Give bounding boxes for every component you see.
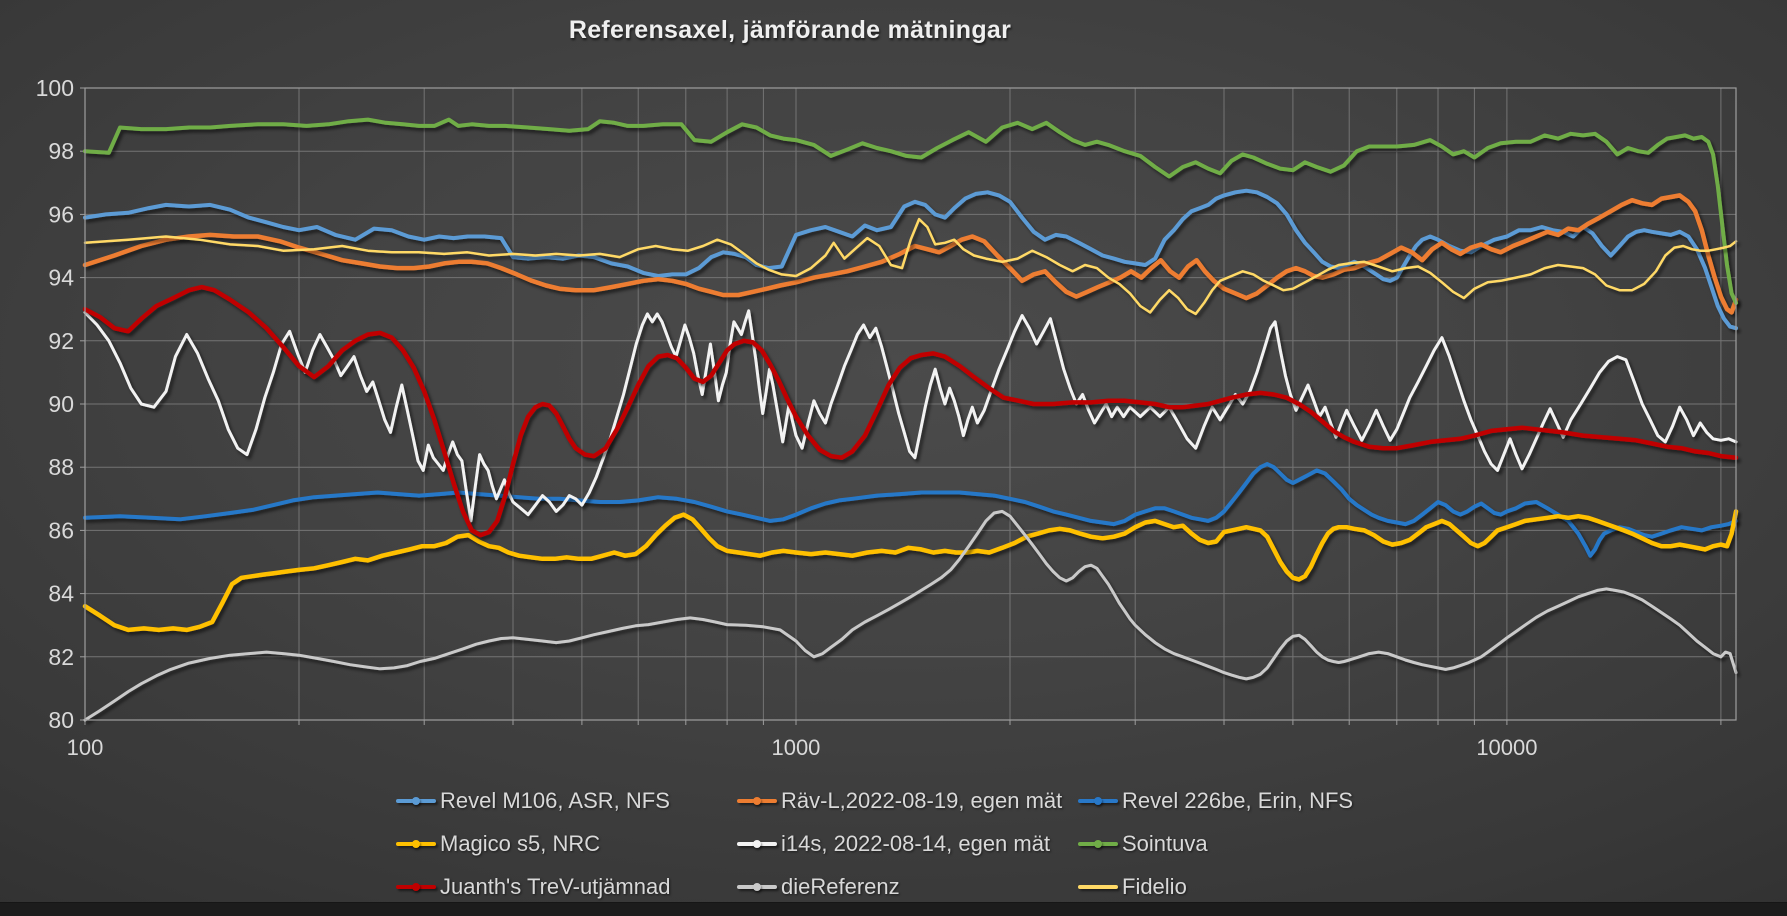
y-axis-label: 88 — [48, 454, 74, 480]
legend-marker-icon — [1078, 874, 1118, 900]
x-axis-label: 1000 — [771, 735, 820, 760]
legend-label: Juanth's TreV-utjämnad — [440, 874, 671, 899]
chart-title: Referensaxel, jämförande mätningar — [568, 16, 1012, 44]
legend-item-revel-m106-asr-nfs[interactable]: Revel M106, ASR, NFS — [396, 788, 670, 814]
series-line-revel-m106-asr-nfs[interactable] — [83, 188, 1738, 331]
legend-marker-icon — [1078, 788, 1118, 814]
legend-marker-icon — [396, 874, 436, 900]
y-axis-label: 96 — [48, 201, 74, 227]
x-axis-label: 10000 — [1476, 735, 1537, 760]
legend-marker-icon — [737, 831, 777, 857]
plot-area-border — [84, 87, 1737, 721]
y-axis-label: 92 — [48, 328, 74, 354]
legend-item-r-v-l-2022-08-19-egen-m-t[interactable]: Räv-L,2022-08-19, egen mät — [737, 788, 1062, 814]
legend-marker-icon — [1078, 831, 1118, 857]
series-line-sointuva[interactable] — [83, 117, 1738, 305]
y-axis-label: 80 — [48, 707, 74, 733]
legend-label: Räv-L,2022-08-19, egen mät — [781, 788, 1063, 813]
legend-label: i14s, 2022-08-14, egen mät — [781, 831, 1051, 856]
legend-item-i14s-2022-08-14-egen-m-t[interactable]: i14s, 2022-08-14, egen mät — [737, 831, 1050, 857]
legend-marker-icon — [396, 831, 436, 857]
series-line-diereferenz[interactable] — [83, 509, 1738, 722]
series-line-juanth-s-trev-utj-mnad[interactable] — [82, 284, 1739, 538]
series-line-r-v-l-2022-08-19-egen-m-t[interactable] — [82, 193, 1739, 315]
legend-marker-icon — [737, 788, 777, 814]
legend-label: Fidelio — [1122, 874, 1187, 899]
legend-label: Sointuva — [1122, 831, 1208, 856]
series-line-i14s-2022-08-14-egen-m-t[interactable] — [83, 309, 1738, 523]
legend-label: Revel 226be, Erin, NFS — [1122, 788, 1354, 813]
legend-item-magico-s5-nrc[interactable]: Magico s5, NRC — [396, 831, 600, 857]
x-axis-label: 100 — [67, 735, 104, 760]
legend-label: Magico s5, NRC — [440, 831, 601, 856]
legend-label: Revel M106, ASR, NFS — [440, 788, 670, 813]
series-lines — [82, 117, 1739, 722]
legend-marker-icon — [396, 788, 436, 814]
legend-marker-icon — [737, 874, 777, 900]
legend-item-revel-226be-erin-nfs[interactable]: Revel 226be, Erin, NFS — [1078, 788, 1353, 814]
legend-item-juanth-s-trev-utj-mnad[interactable]: Juanth's TreV-utjämnad — [396, 874, 670, 900]
y-axis-label: 100 — [36, 75, 74, 101]
axis-tick-labels: 80 82 84 86 88 90 92 94 96 98 100 100 1000 10000 — [36, 75, 1538, 760]
gridlines — [80, 87, 1736, 725]
legend-item-fidelio[interactable]: Fidelio — [1078, 874, 1187, 900]
legend-item-sointuva[interactable]: Sointuva — [1078, 831, 1208, 857]
y-axis-label: 98 — [48, 138, 74, 164]
series-line-fidelio[interactable] — [83, 217, 1738, 316]
y-axis-label: 90 — [48, 391, 74, 417]
series-line-magico-s5-nrc[interactable] — [82, 509, 1739, 633]
y-axis-label: 86 — [48, 517, 74, 543]
y-axis-label: 82 — [48, 644, 74, 670]
y-axis-label: 94 — [48, 265, 74, 291]
window-edge — [0, 902, 1787, 916]
legend-item-diereferenz[interactable]: dieReferenz — [737, 874, 900, 900]
y-axis-label: 84 — [48, 581, 74, 607]
plot-border — [84, 87, 1737, 721]
legend-label: dieReferenz — [781, 874, 900, 899]
